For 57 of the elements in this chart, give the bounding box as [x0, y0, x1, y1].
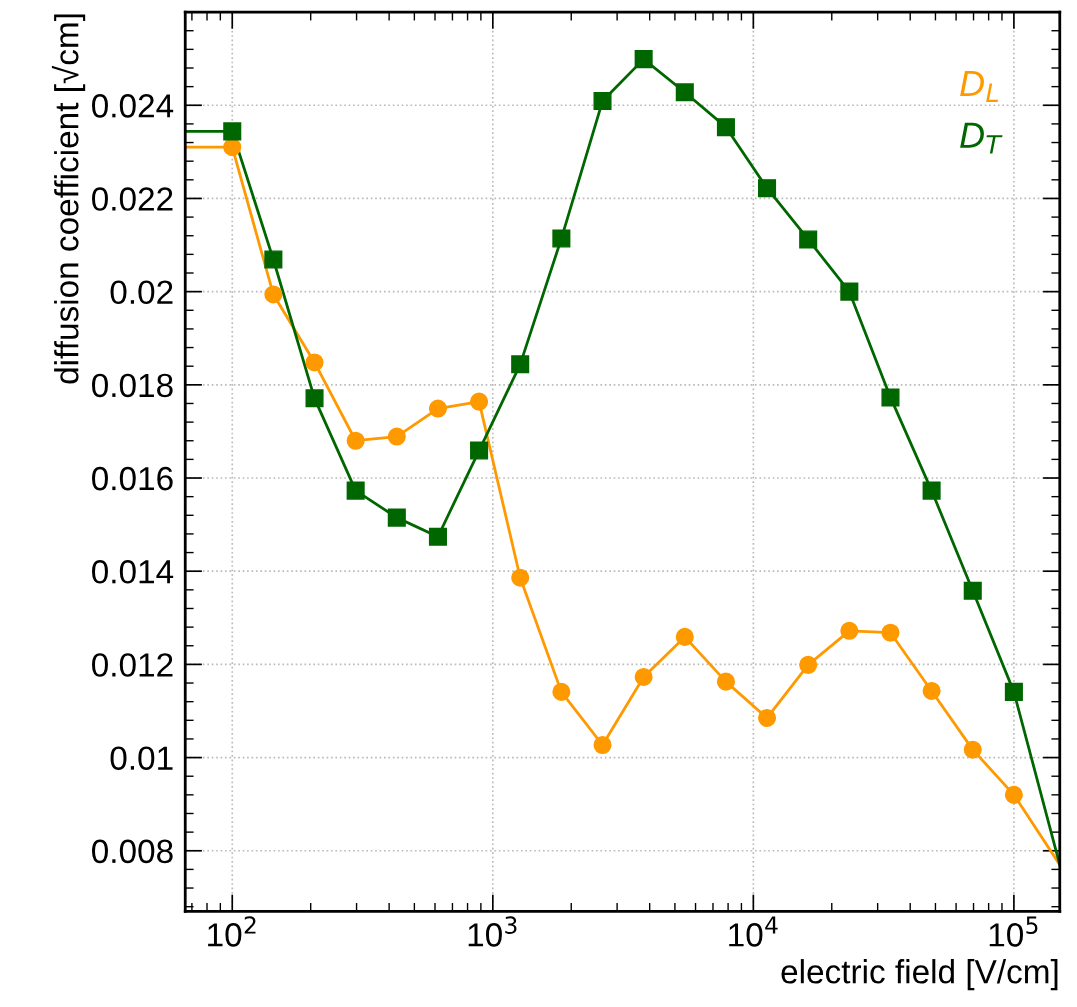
point: [716, 672, 735, 691]
point: [223, 122, 242, 141]
y-tick-label: 0.018: [92, 373, 173, 398]
point: [470, 441, 489, 460]
point: [593, 735, 612, 755]
y-tick-label: 0.01: [110, 746, 173, 770]
x-axis-title: electric field [V/cm]: [781, 959, 1058, 991]
x-tick-label: 10$^{5}$: [989, 916, 1038, 947]
point: [758, 708, 777, 728]
y-axis-title: diffusion coefficient [√cm]: [51, 14, 86, 384]
point: [634, 50, 653, 69]
point: [634, 667, 653, 686]
point: [387, 508, 406, 527]
point: [675, 83, 694, 102]
y-tick-label: 0.02: [110, 280, 173, 305]
x-tick-label: 10$^{4}$: [729, 916, 778, 947]
point: [264, 250, 283, 269]
point: [552, 229, 571, 248]
point: [593, 92, 612, 111]
point: [881, 388, 900, 407]
point: [963, 581, 982, 600]
point: [799, 655, 818, 674]
text: D$_{T}$: [960, 122, 1003, 154]
point: [716, 118, 735, 137]
point: [428, 527, 447, 546]
y-tick-label: 0.008: [92, 839, 173, 864]
point: [470, 392, 489, 411]
point: [799, 230, 818, 249]
point: [881, 623, 900, 642]
point: [840, 621, 859, 640]
y-tick-label: 0.012: [92, 653, 173, 677]
point: [552, 682, 571, 701]
point: [1004, 682, 1023, 701]
point: [305, 389, 324, 408]
point: [840, 282, 859, 301]
point: [922, 481, 941, 500]
point: [346, 481, 365, 500]
y-tick-label: 0.016: [92, 466, 173, 491]
text: D$_{L}$: [960, 71, 999, 102]
point: [511, 568, 530, 587]
y-tick-label: 0.024: [92, 94, 174, 118]
point: [223, 138, 242, 157]
y-tick-label: 0.022: [92, 187, 173, 211]
x-tick-label: 10$^{3}$: [468, 916, 517, 947]
point: [387, 427, 406, 446]
point: [758, 179, 777, 198]
point: [428, 399, 447, 418]
point: [922, 681, 941, 700]
point: [346, 431, 365, 450]
point: [511, 355, 530, 374]
point: [675, 627, 694, 646]
point: [305, 353, 324, 372]
point: [264, 285, 283, 304]
point: [1004, 785, 1023, 804]
point: [963, 740, 982, 759]
y-tick-label: 0.014: [92, 560, 174, 584]
x-tick-label: 10$^{2}$: [208, 916, 256, 947]
